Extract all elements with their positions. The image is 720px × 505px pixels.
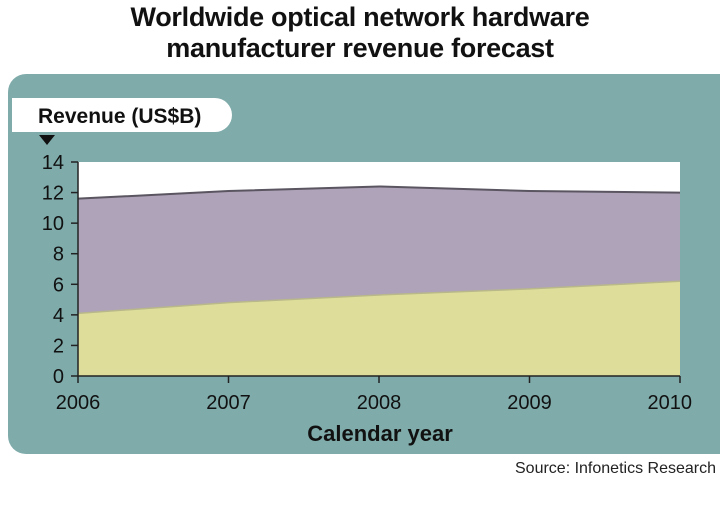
chart-title: Worldwide optical network hardware manuf…	[0, 2, 720, 64]
x-tick-label: 2007	[206, 392, 251, 414]
chart-title-line-1: Worldwide optical network hardware	[130, 2, 590, 32]
y-tick-label: 8	[53, 244, 64, 266]
total-series-line	[77, 185, 681, 200]
source-note: Source: Infonetics Research	[515, 460, 716, 477]
x-axis-label: Calendar year	[307, 421, 453, 446]
area-series-group	[77, 185, 681, 376]
lower-series-line	[77, 280, 681, 315]
area-series-lower	[78, 281, 680, 376]
x-tick-labels: 2006 2007 2008 2009 2010	[56, 392, 692, 414]
x-tick-label: 2009	[507, 392, 552, 414]
x-tick-label: 2010	[648, 392, 693, 414]
y-axis-arrow-icon	[39, 135, 55, 145]
y-tick-label: 2	[53, 335, 64, 357]
y-tick-label: 0	[53, 366, 64, 388]
y-tick-labels: 0 2 4 6 8 10 12 14	[42, 152, 64, 388]
y-axis-label-background	[12, 98, 232, 132]
chart-title-line-2: manufacturer revenue forecast	[166, 33, 554, 63]
y-axis-label: Revenue (US$B)	[38, 105, 201, 128]
x-tick-label: 2006	[56, 392, 101, 414]
y-axis-label-pill: Revenue (US$B)	[12, 98, 232, 145]
y-tick-label: 4	[53, 305, 64, 327]
y-tick-label: 14	[42, 152, 64, 174]
y-tick-label: 12	[42, 183, 64, 205]
y-axis-label-background-edge	[12, 98, 52, 132]
y-tick-label: 6	[53, 274, 64, 296]
x-tick-label: 2008	[357, 392, 402, 414]
axes-group	[71, 161, 681, 383]
y-tick-label: 10	[42, 213, 64, 235]
